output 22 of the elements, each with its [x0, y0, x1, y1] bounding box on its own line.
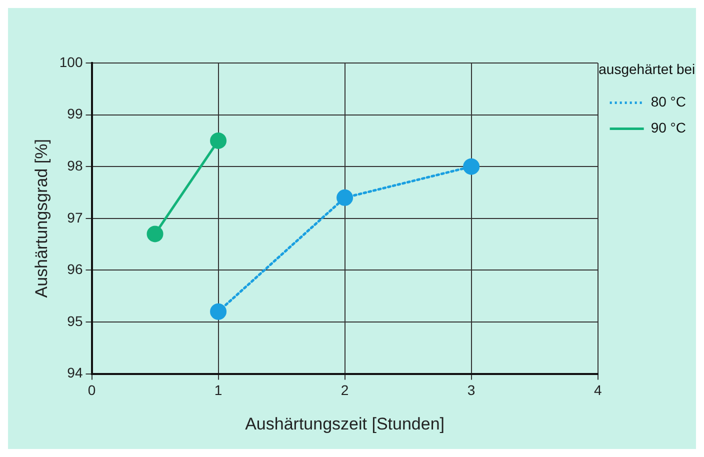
x-axis-title: Aushärtungszeit [Stunden]	[245, 414, 445, 434]
legend-label: 80 °C	[650, 94, 686, 110]
point	[210, 303, 227, 320]
point	[463, 158, 480, 175]
x-tick-label: 3	[467, 382, 476, 398]
y-axis-title: Aushärtungsgrad [%]	[32, 139, 51, 298]
y-tick-label: 97	[67, 209, 83, 226]
x-tick-label: 0	[88, 382, 96, 398]
y-tick-label: 94	[67, 364, 83, 381]
legend-title: ausgehärtet bei	[598, 60, 696, 77]
y-tick-label: 100	[59, 54, 83, 70]
legend-label: 90 °C	[650, 120, 686, 136]
y-tick-label: 99	[67, 106, 83, 122]
y-tick-label: 95	[67, 312, 83, 329]
y-tick-label: 96	[67, 261, 83, 278]
x-tick-label: 2	[340, 382, 349, 398]
x-tick-label: 4	[594, 382, 602, 398]
y-tick-label: 98	[67, 157, 83, 174]
point	[146, 226, 164, 242]
x-tick-label: 1	[214, 382, 222, 398]
point	[336, 189, 354, 206]
point	[210, 132, 227, 149]
